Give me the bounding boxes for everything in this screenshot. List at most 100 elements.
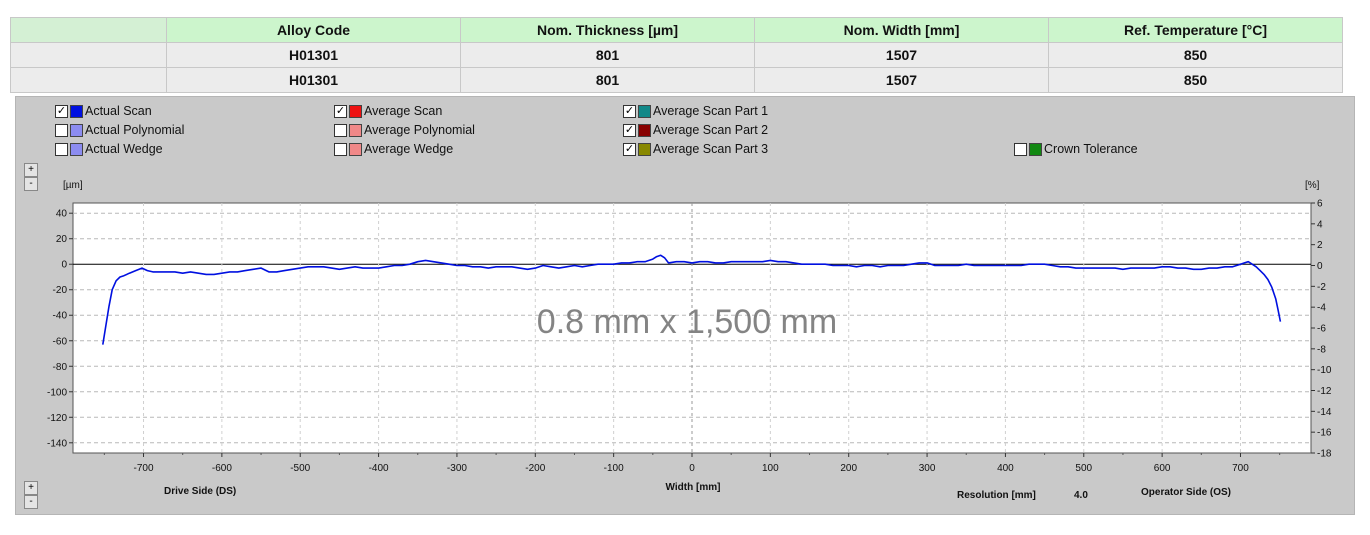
legend-item-actual-polynomial[interactable]: Actual Polynomial [55, 122, 184, 138]
x-zoom-in-button[interactable]: + [24, 481, 38, 495]
cell-alloy-code: H01301 [166, 67, 461, 93]
x-tick-label: 700 [1232, 463, 1249, 474]
series-group [102, 254, 1282, 345]
y2-tick-label: -10 [1317, 365, 1332, 376]
header-nom-width: Nom. Width [mm] [754, 17, 1049, 43]
legend-swatch [349, 123, 362, 137]
legend-checkbox[interactable] [334, 142, 347, 156]
y2-tick-label: -14 [1317, 407, 1332, 418]
legend-item-average-scan-part-2[interactable]: ✓ Average Scan Part 2 [623, 122, 768, 138]
x-tick-label: -300 [447, 463, 467, 474]
y-tick-label: 0 [61, 260, 67, 271]
header-alloy-code: Alloy Code [166, 17, 461, 43]
y2-tick-label: 0 [1317, 261, 1323, 272]
legend-label: Average Wedge [364, 142, 454, 156]
legend-swatch [638, 142, 651, 156]
x-tick-label: -100 [604, 463, 624, 474]
y2-tick-label: 4 [1317, 219, 1323, 230]
axes: 40200-20-40-60-80-100-120-1406420-2-4-6-… [47, 199, 1332, 475]
cell-nom-width: 1507 [754, 42, 1049, 68]
table-row[interactable]: H01301 801 1507 850 [10, 42, 1343, 68]
series-line-actual-scan [102, 254, 1282, 345]
x-tick-label: 500 [1075, 463, 1092, 474]
legend-item-actual-scan[interactable]: ✓ Actual Scan [55, 103, 152, 119]
table-corner-cell [10, 17, 167, 43]
table-row[interactable]: H01301 801 1507 850 [10, 67, 1343, 93]
y2-tick-label: -18 [1317, 449, 1332, 460]
legend-label: Actual Scan [85, 104, 152, 118]
x-tick-label: 300 [919, 463, 936, 474]
x-tick-label: -500 [290, 463, 310, 474]
legend-item-average-scan[interactable]: ✓ Average Scan [334, 103, 442, 119]
y-tick-label: -80 [53, 362, 68, 373]
legend-swatch [70, 123, 83, 137]
legend-label: Average Scan Part 2 [653, 123, 769, 137]
y-tick-label: -60 [53, 336, 68, 347]
x-tick-label: 0 [689, 463, 695, 474]
y2-tick-label: -12 [1317, 386, 1332, 397]
x-zoom-out-button[interactable]: - [24, 495, 38, 509]
y2-tick-label: 6 [1317, 199, 1323, 210]
y2-axis-label: [%] [1305, 180, 1320, 191]
legend-label: Average Scan Part 1 [653, 104, 769, 118]
legend-label: Actual Wedge [85, 142, 163, 156]
x-tick-label: 600 [1154, 463, 1171, 474]
legend-checkbox[interactable]: ✓ [334, 104, 347, 118]
x-tick-label: -600 [212, 463, 232, 474]
header-nom-thickness: Nom. Thickness [µm] [460, 17, 755, 43]
legend-item-average-scan-part-3[interactable]: ✓ Average Scan Part 3 [623, 141, 768, 157]
y-tick-label: -20 [53, 285, 68, 296]
x-tick-label: -700 [134, 463, 154, 474]
legend-checkbox[interactable]: ✓ [623, 123, 636, 137]
x-axis-label: Width [mm] [666, 482, 721, 493]
legend-item-average-wedge[interactable]: Average Wedge [334, 141, 453, 157]
cell-nom-thickness: 801 [460, 67, 755, 93]
drive-side-label: Drive Side (DS) [164, 486, 236, 497]
plot-area [72, 202, 1312, 454]
y-tick-label: -100 [47, 387, 67, 398]
legend-swatch [70, 142, 83, 156]
y2-tick-label: 2 [1317, 240, 1323, 251]
chart-panel: ✓ Actual Scan Actual Polynomial Actual Wedg… [15, 96, 1355, 515]
y2-tick-label: -16 [1317, 428, 1332, 439]
cell-ref-temperature: 850 [1048, 42, 1343, 68]
legend-checkbox[interactable]: ✓ [623, 104, 636, 118]
legend-checkbox[interactable] [55, 123, 68, 137]
legend-swatch [1029, 142, 1042, 156]
y-tick-label: -140 [47, 438, 67, 449]
y-tick-label: 20 [56, 234, 68, 245]
y2-tick-label: -2 [1317, 282, 1326, 293]
legend-item-actual-wedge[interactable]: Actual Wedge [55, 141, 163, 157]
x-tick-label: -200 [525, 463, 545, 474]
cell-alloy-code: H01301 [166, 42, 461, 68]
x-tick-label: -400 [369, 463, 389, 474]
legend-swatch [70, 104, 83, 118]
legend-item-average-scan-part-1[interactable]: ✓ Average Scan Part 1 [623, 103, 768, 119]
legend-checkbox[interactable]: ✓ [623, 142, 636, 156]
zoom-out-button[interactable]: - [24, 177, 38, 191]
legend-swatch [638, 104, 651, 118]
y-axis-label: [µm] [63, 180, 83, 191]
resolution-label: Resolution [mm] [957, 490, 1036, 501]
legend-label: Average Polynomial [364, 123, 475, 137]
legend-item-crown-tolerance[interactable]: Crown Tolerance [1014, 141, 1138, 157]
profile-chart[interactable]: 40200-20-40-60-80-100-120-1406420-2-4-6-… [16, 97, 1354, 514]
legend-label: Average Scan [364, 104, 443, 118]
x-tick-label: 400 [997, 463, 1014, 474]
resolution-value: 4.0 [1074, 490, 1088, 501]
y2-tick-label: -4 [1317, 303, 1326, 314]
legend-checkbox[interactable] [334, 123, 347, 137]
legend-swatch [349, 142, 362, 156]
legend-checkbox[interactable] [1014, 142, 1027, 156]
legend-label: Actual Polynomial [85, 123, 185, 137]
overlay-text: 0.8 mm x 1,500 mm [537, 303, 837, 341]
legend-item-average-polynomial[interactable]: Average Polynomial [334, 122, 475, 138]
legend-label: Crown Tolerance [1044, 142, 1138, 156]
legend-checkbox[interactable] [55, 142, 68, 156]
cell-ref-temperature: 850 [1048, 67, 1343, 93]
zoom-in-button[interactable]: + [24, 163, 38, 177]
cell-nom-width: 1507 [754, 67, 1049, 93]
x-tick-label: 200 [840, 463, 857, 474]
legend-checkbox[interactable]: ✓ [55, 104, 68, 118]
table-header-row: Alloy Code Nom. Thickness [µm] Nom. Widt… [10, 17, 1343, 43]
